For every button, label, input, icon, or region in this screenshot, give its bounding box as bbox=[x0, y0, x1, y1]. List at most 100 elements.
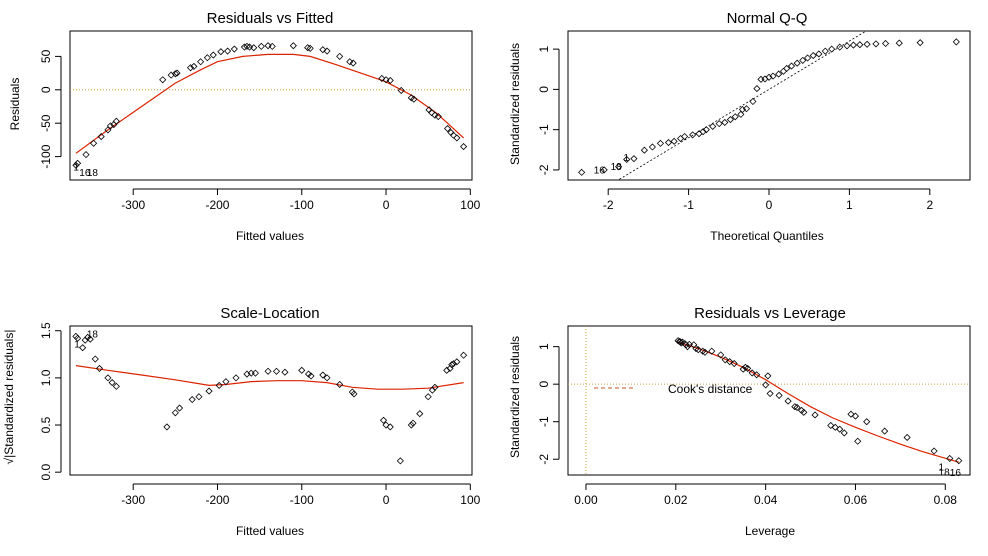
data-point bbox=[104, 374, 112, 382]
y-tick-label: -2 bbox=[537, 164, 551, 175]
data-point bbox=[448, 361, 456, 369]
y-tick-label: 0.5 bbox=[39, 416, 53, 433]
x-tick-label: -300 bbox=[121, 198, 145, 212]
y-tick-label: 0.0 bbox=[39, 464, 53, 481]
y-tick-label: -50 bbox=[39, 114, 53, 132]
plot-frame bbox=[69, 30, 473, 181]
residuals-vs-leverage-panel: Residuals vs Leverage Leverage Standardi… bbox=[508, 305, 971, 538]
legend-label: Cook's distance bbox=[668, 382, 753, 396]
data-point bbox=[386, 76, 394, 85]
y-tick-label: 1.5 bbox=[39, 322, 53, 339]
data-point bbox=[449, 131, 458, 139]
data-point bbox=[856, 41, 864, 49]
data-point bbox=[336, 52, 344, 60]
residuals-vs-fitted-panel: Residuals vs Fitted Fitted values Residu… bbox=[8, 10, 481, 243]
data-point bbox=[804, 54, 812, 62]
data-point bbox=[783, 64, 791, 73]
data-point bbox=[350, 390, 358, 398]
observation-label: 18 bbox=[87, 168, 99, 179]
plot-frame bbox=[567, 325, 971, 476]
data-point bbox=[323, 47, 331, 55]
data-point bbox=[676, 134, 685, 143]
data-point bbox=[753, 85, 761, 93]
data-point bbox=[681, 132, 689, 141]
data-point bbox=[74, 334, 82, 342]
x-tick-label: -1 bbox=[683, 198, 694, 212]
data-point bbox=[79, 344, 87, 352]
data-point bbox=[730, 359, 738, 368]
observation-label: 18 bbox=[939, 467, 951, 478]
data-point bbox=[428, 386, 436, 394]
scale-location-panel: Scale-Location Fitted values √|Standardi… bbox=[2, 305, 481, 538]
data-point bbox=[854, 437, 862, 445]
x-axis-label: Theoretical Quantiles bbox=[710, 229, 823, 243]
data-point bbox=[95, 364, 104, 373]
data-point bbox=[903, 433, 911, 442]
data-point bbox=[163, 423, 171, 431]
data-point bbox=[749, 97, 757, 106]
data-point bbox=[946, 454, 954, 463]
x-tick-label: -100 bbox=[290, 493, 314, 507]
data-point bbox=[188, 395, 196, 404]
y-tick-label: 1 bbox=[537, 343, 551, 350]
data-point bbox=[407, 421, 415, 429]
data-point bbox=[615, 163, 623, 171]
x-tick-label: -300 bbox=[121, 493, 145, 507]
chart-title: Residuals vs Leverage bbox=[694, 305, 846, 322]
data-point bbox=[828, 45, 836, 53]
data-point bbox=[112, 382, 120, 390]
data-point bbox=[243, 370, 251, 378]
data-point bbox=[97, 133, 105, 141]
y-tick-label: -2 bbox=[537, 454, 551, 465]
data-point bbox=[173, 69, 181, 77]
data-point bbox=[424, 393, 432, 401]
data-point bbox=[379, 416, 388, 424]
data-point bbox=[281, 368, 289, 376]
data-point bbox=[243, 42, 251, 50]
data-point bbox=[410, 95, 418, 103]
qq-reference-line bbox=[617, 31, 867, 180]
data-point bbox=[396, 457, 404, 465]
data-point bbox=[108, 379, 116, 387]
data-point bbox=[765, 73, 773, 81]
data-point bbox=[427, 108, 436, 117]
data-point bbox=[702, 126, 710, 134]
data-point bbox=[443, 366, 451, 374]
data-point bbox=[623, 155, 631, 164]
data-point bbox=[699, 347, 707, 355]
data-point bbox=[815, 50, 823, 58]
observation-label: 1 bbox=[623, 153, 629, 164]
data-point bbox=[757, 75, 765, 83]
data-point bbox=[670, 137, 678, 145]
chart-title: Scale-Location bbox=[220, 305, 319, 322]
smoother-line bbox=[677, 341, 959, 463]
data-point bbox=[793, 59, 801, 67]
data-point bbox=[872, 40, 880, 48]
data-point bbox=[195, 393, 203, 401]
x-tick-label: 0.06 bbox=[844, 493, 868, 507]
observation-label: 16 bbox=[79, 168, 91, 179]
data-point bbox=[881, 427, 889, 435]
data-point bbox=[460, 143, 468, 151]
data-point bbox=[268, 42, 276, 50]
data-point bbox=[699, 128, 707, 136]
data-point bbox=[784, 397, 792, 405]
observation-label: 16 bbox=[594, 166, 606, 177]
data-point bbox=[692, 344, 700, 353]
data-point bbox=[431, 383, 439, 391]
data-point bbox=[726, 358, 734, 366]
x-axis-label: Leverage bbox=[745, 524, 795, 538]
data-point bbox=[836, 43, 844, 51]
data-point bbox=[664, 138, 673, 147]
data-point bbox=[74, 159, 82, 167]
data-point bbox=[72, 161, 80, 169]
y-tick-label: 1 bbox=[537, 45, 551, 52]
data-point bbox=[793, 403, 801, 412]
data-point bbox=[190, 62, 198, 70]
data-point bbox=[112, 117, 120, 125]
x-tick-label: 0.00 bbox=[574, 493, 598, 507]
data-point bbox=[289, 42, 297, 50]
data-point bbox=[847, 410, 855, 418]
y-tick-label: -1 bbox=[537, 416, 551, 427]
